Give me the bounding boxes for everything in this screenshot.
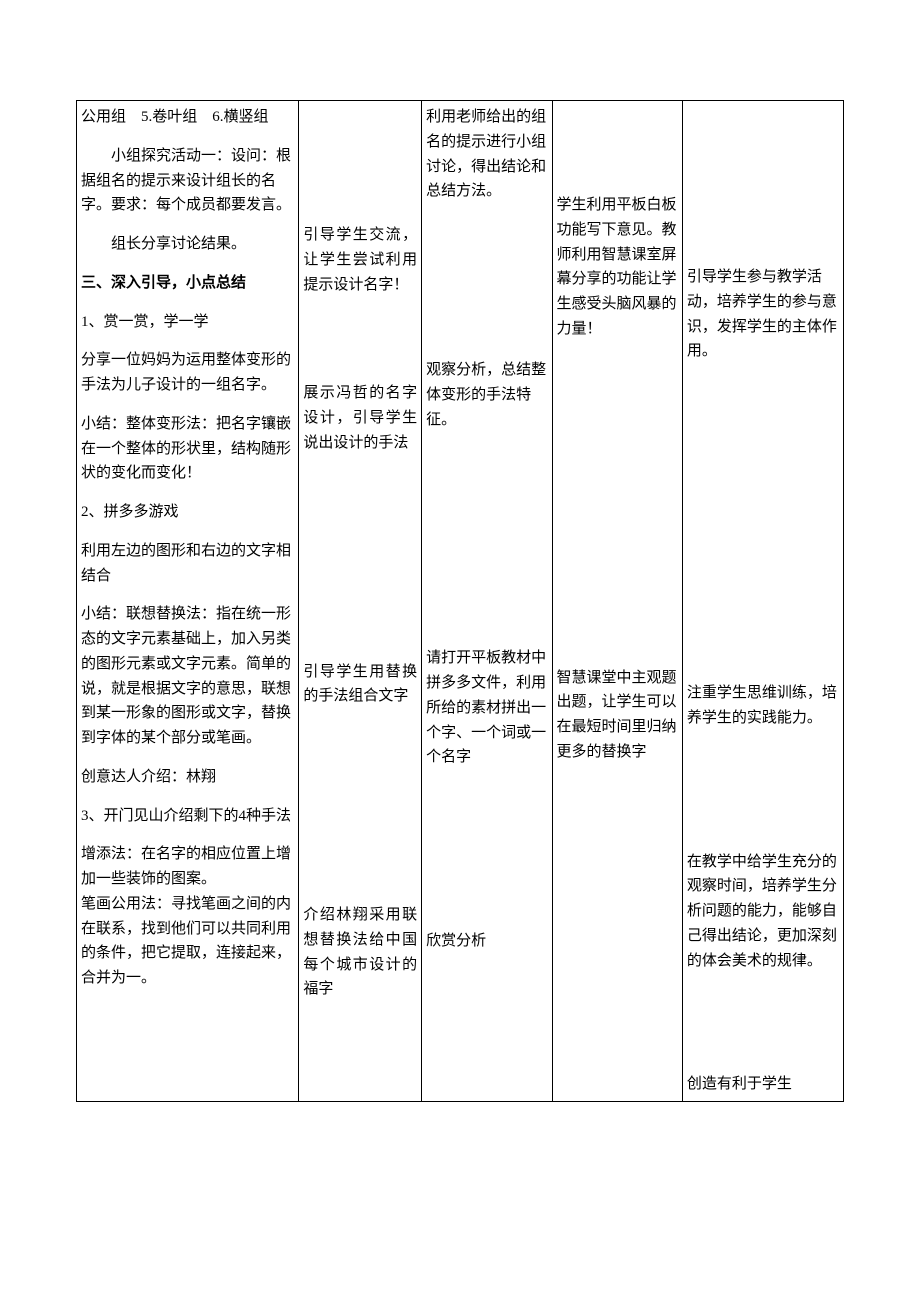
- cell-content-col1: 公用组 5.卷叶组 6.横竖组 小组探究活动一：设问：根据组名的提示来设计组长的…: [77, 101, 299, 1102]
- cell-purpose-col5: 引导学生参与教学活动，培养学生的参与意识，发挥学生的主体作用。 注重学生思维训练…: [682, 101, 843, 1102]
- text-line: 1、赏一赏，学一学: [81, 310, 294, 335]
- text-line: 利用左边的图形和右边的文字相结合: [81, 539, 294, 589]
- text-line: 增添法：在名字的相应位置上增加一些装饰的图案。: [81, 842, 294, 892]
- cell-student-col3: 利用老师给出的组名的提示进行小组讨论，得出结论和总结方法。 观察分析，总结整体变…: [422, 101, 552, 1102]
- text-line: 在教学中给学生充分的观察时间，培养学生分析问题的能力，能够自己得出结论，更加深刻…: [687, 850, 839, 974]
- table-row: 公用组 5.卷叶组 6.横竖组 小组探究活动一：设问：根据组名的提示来设计组长的…: [77, 101, 844, 1102]
- text-line: 介绍林翔采用联想替换法给中国每个城市设计的福字: [303, 903, 417, 1002]
- text-line: 3、开门见山介绍剩下的4种手法: [81, 804, 294, 829]
- text-line: 学生利用平板白板功能写下意见。教师利用智慧课室屏幕分享的功能让学生感受头脑风暴的…: [557, 193, 678, 342]
- text-line: 利用老师给出的组名的提示进行小组讨论，得出结论和总结方法。: [426, 105, 547, 204]
- document-page: 公用组 5.卷叶组 6.横竖组 小组探究活动一：设问：根据组名的提示来设计组长的…: [0, 0, 920, 1142]
- text-line: 公用组 5.卷叶组 6.横竖组: [81, 105, 294, 130]
- text-line: 引导学生用替换的手法组合文字: [303, 660, 417, 710]
- section-heading: 三、深入引导，小点总结: [81, 271, 294, 296]
- text-line: 小组探究活动一：设问：根据组名的提示来设计组长的名字。要求：每个成员都要发言。: [81, 144, 294, 218]
- text-line: 注重学生思维训练，培养学生的实践能力。: [687, 681, 839, 731]
- text-line: 笔画公用法：寻找笔画之间的内在联系，找到他们可以共同利用的条件，把它提取，连接起…: [81, 892, 294, 991]
- text-line: 智慧课堂中主观题出题，让学生可以在最短时间里归纳更多的替换字: [557, 666, 678, 765]
- text-line: 分享一位妈妈为运用整体变形的手法为儿子设计的一组名字。: [81, 348, 294, 398]
- text-line: 创意达人介绍：林翔: [81, 765, 294, 790]
- cell-tech-col4: 学生利用平板白板功能写下意见。教师利用智慧课室屏幕分享的功能让学生感受头脑风暴的…: [552, 101, 682, 1102]
- cell-teacher-col2: 引导学生交流，让学生尝试利用提示设计名字！ 展示冯哲的名字设计，引导学生说出设计…: [299, 101, 422, 1102]
- text-line: 组长分享讨论结果。: [81, 232, 294, 257]
- text-line: 观察分析，总结整体变形的手法特征。: [426, 358, 547, 432]
- text-line: 欣赏分析: [426, 929, 547, 954]
- text-line: 展示冯哲的名字设计，引导学生说出设计的手法: [303, 381, 417, 455]
- text-line: 引导学生交流，让学生尝试利用提示设计名字！: [303, 223, 417, 297]
- text-line: 2、拼多多游戏: [81, 500, 294, 525]
- text-line: 创造有利于学生: [687, 1072, 839, 1097]
- lesson-plan-table: 公用组 5.卷叶组 6.横竖组 小组探究活动一：设问：根据组名的提示来设计组长的…: [76, 100, 844, 1102]
- text-line: 引导学生参与教学活动，培养学生的参与意识，发挥学生的主体作用。: [687, 265, 839, 364]
- text-line: 小结：联想替换法：指在统一形态的文字元素基础上，加入另类的图形元素或文字元素。简…: [81, 602, 294, 751]
- text-line: 小结：整体变形法：把名字镶嵌在一个整体的形状里，结构随形状的变化而变化！: [81, 412, 294, 486]
- text-line: 请打开平板教材中拼多多文件，利用所给的素材拼出一个字、一个词或一个名字: [426, 646, 547, 770]
